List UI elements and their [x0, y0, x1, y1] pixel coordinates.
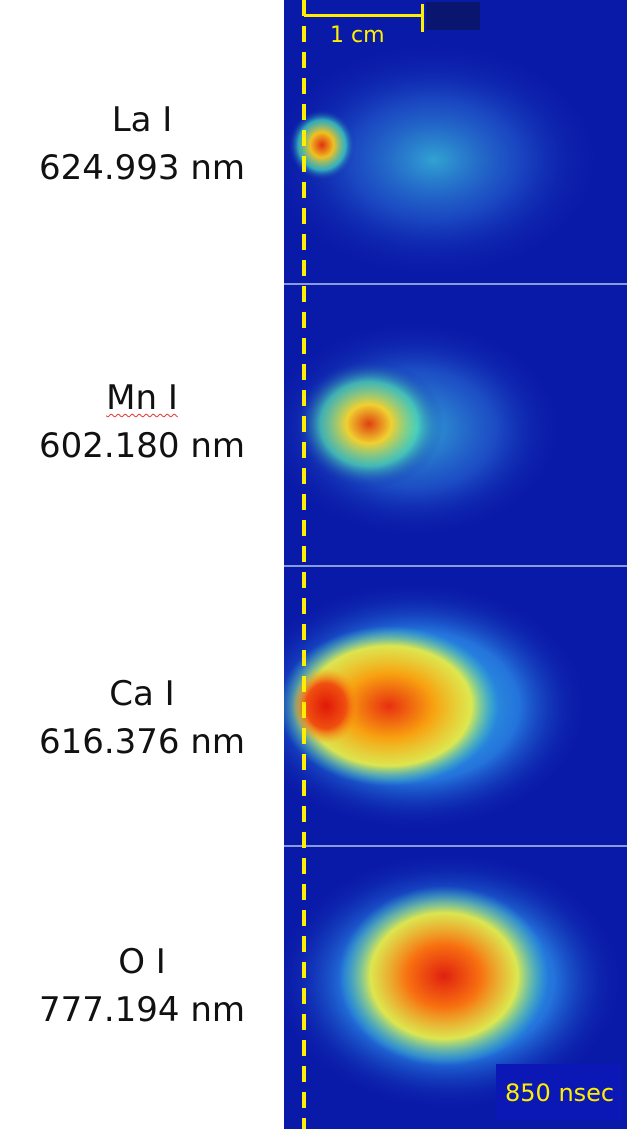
scale-bar [304, 14, 422, 17]
wavelength: 624.993 nm [38, 148, 246, 188]
panel-divider [284, 565, 627, 567]
scale-bar-end [421, 4, 424, 32]
wavelength: 616.376 nm [38, 722, 246, 762]
target-surface-line [302, 0, 306, 1129]
wavelength: 602.180 nm [38, 426, 246, 466]
time-stamp-box [496, 1064, 622, 1120]
wavelength: 777.194 nm [38, 990, 246, 1030]
element-name: Ca I [109, 674, 175, 714]
image-panel-mn [284, 284, 627, 566]
time-stamp-label: 850 nsec [505, 1079, 615, 1107]
scale-bar-tab [426, 2, 480, 30]
image-panel-ca [284, 566, 627, 846]
image-panel-la [284, 0, 627, 284]
element-name: O I [118, 942, 166, 982]
emission-images [284, 0, 627, 1129]
panel-divider [284, 845, 627, 847]
label-ca: Ca I 616.376 nm [0, 670, 284, 766]
element-name: Mn I [106, 378, 178, 418]
scale-bar-label: 1 cm [330, 23, 385, 48]
panel-divider [284, 283, 627, 285]
element-name: La I [111, 100, 173, 140]
label-la: La I 624.993 nm [0, 96, 284, 192]
label-mn: Mn I 602.180 nm [0, 374, 284, 470]
label-o: O I 777.194 nm [0, 938, 284, 1034]
